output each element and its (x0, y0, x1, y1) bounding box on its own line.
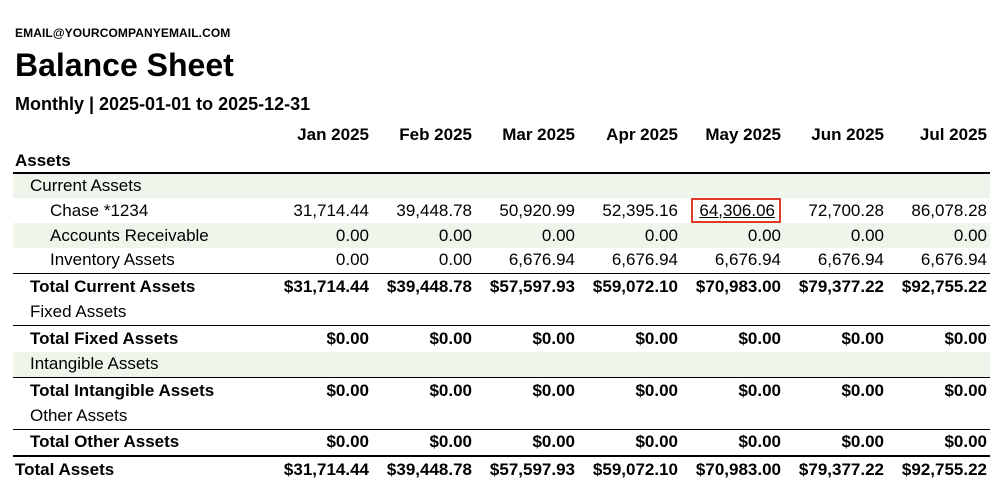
total-label: Total Fixed Assets (13, 324, 269, 352)
intangible-assets-group-row: Intangible Assets (13, 352, 990, 377)
header-spacer (13, 121, 269, 149)
total-other-assets-row: Total Other Assets $0.00 $0.00 $0.00 $0.… (13, 428, 990, 456)
highlighted-amount-link[interactable]: 64,306.06 (691, 197, 781, 223)
grand-total-label: Total Assets (13, 455, 269, 483)
total-amount: $0.00 (475, 376, 578, 404)
assets-section-heading: Assets (13, 149, 990, 174)
total-amount: $0.00 (784, 428, 887, 456)
grand-total-amount: $70,983.00 (681, 455, 784, 483)
total-amount: $39,448.78 (372, 272, 475, 300)
amount-cell[interactable]: 0.00 (335, 250, 369, 270)
total-label: Total Intangible Assets (13, 376, 269, 404)
amount-cell[interactable]: 6,676.94 (920, 250, 987, 270)
grand-total-amount: $92,755.22 (887, 455, 990, 483)
total-amount: $0.00 (475, 324, 578, 352)
report-period: Monthly | 2025-01-01 to 2025-12-31 (15, 94, 311, 114)
month-header: Feb 2025 (399, 125, 472, 144)
total-amount: $57,597.93 (475, 272, 578, 300)
amount-cell[interactable]: 0.00 (578, 223, 681, 248)
total-amount: $0.00 (269, 428, 372, 456)
company-email: EMAIL@YOURCOMPANYEMAIL.COM (15, 26, 231, 40)
amount-cell[interactable]: 0.00 (784, 223, 887, 248)
total-amount: $31,714.44 (269, 272, 372, 300)
month-header: May 2025 (705, 125, 781, 144)
page-title: Balance Sheet (15, 47, 234, 83)
amount-cell[interactable]: 50,920.99 (499, 200, 575, 220)
month-header: Jul 2025 (919, 125, 987, 144)
amount-cell[interactable]: 39,448.78 (396, 200, 472, 220)
total-amount: $0.00 (372, 324, 475, 352)
month-header: Mar 2025 (502, 125, 575, 144)
amount-cell[interactable]: 6,676.94 (611, 250, 678, 270)
total-intangible-assets-row: Total Intangible Assets $0.00 $0.00 $0.0… (13, 376, 990, 404)
amount-cell[interactable]: 6,676.94 (508, 250, 575, 270)
group-label: Other Assets (30, 406, 128, 426)
amount-cell[interactable]: 0.00 (887, 223, 990, 248)
total-amount: $0.00 (372, 428, 475, 456)
amount-cell[interactable]: 86,078.28 (911, 200, 987, 220)
total-amount: $0.00 (269, 376, 372, 404)
group-label: Intangible Assets (13, 352, 990, 377)
section-label: Assets (13, 149, 990, 174)
total-amount: $79,377.22 (784, 272, 887, 300)
total-amount: $0.00 (681, 428, 784, 456)
amount-cell[interactable]: 52,395.16 (602, 200, 678, 220)
total-amount: $0.00 (269, 324, 372, 352)
total-amount: $0.00 (578, 376, 681, 404)
amount-cell[interactable]: 0.00 (269, 223, 372, 248)
current-assets-group-row: Current Assets (13, 173, 990, 198)
amount-cell[interactable]: 0.00 (475, 223, 578, 248)
account-label: Accounts Receivable (13, 223, 269, 248)
total-amount: $0.00 (681, 376, 784, 404)
amount-cell[interactable]: 31,714.44 (293, 200, 369, 220)
grand-total-amount: $57,597.93 (475, 455, 578, 483)
fixed-assets-group-row: Fixed Assets (13, 300, 990, 325)
month-header-row: Jan 2025 Feb 2025 Mar 2025 Apr 2025 May … (13, 121, 990, 149)
grand-total-amount: $79,377.22 (784, 455, 887, 483)
account-row-chase: Chase *1234 31,714.44 39,448.78 50,920.9… (13, 197, 990, 223)
total-amount: $0.00 (784, 376, 887, 404)
grand-total-amount: $39,448.78 (372, 455, 475, 483)
amount-cell[interactable]: 0.00 (438, 250, 472, 270)
total-current-assets-row: Total Current Assets $31,714.44 $39,448.… (13, 272, 990, 300)
total-amount: $0.00 (578, 324, 681, 352)
grand-total-amount: $31,714.44 (269, 455, 372, 483)
other-assets-group-row: Other Assets (13, 404, 990, 429)
total-amount: $0.00 (784, 324, 887, 352)
month-header: Apr 2025 (606, 125, 678, 144)
total-label: Total Other Assets (13, 428, 269, 456)
amount-cell[interactable]: 0.00 (681, 223, 784, 248)
total-assets-row: Total Assets $31,714.44 $39,448.78 $57,5… (13, 455, 990, 483)
month-header: Jan 2025 (297, 125, 369, 144)
balance-sheet-table: Jan 2025 Feb 2025 Mar 2025 Apr 2025 May … (13, 121, 990, 483)
total-amount: $0.00 (681, 324, 784, 352)
total-fixed-assets-row: Total Fixed Assets $0.00 $0.00 $0.00 $0.… (13, 324, 990, 352)
total-amount: $0.00 (578, 428, 681, 456)
total-amount: $0.00 (887, 324, 990, 352)
highlighted-amount-cell[interactable]: 64,306.06 (681, 197, 784, 223)
account-row-accounts-receivable: Accounts Receivable 0.00 0.00 0.00 0.00 … (13, 223, 990, 248)
total-amount: $59,072.10 (578, 272, 681, 300)
amount-cell[interactable]: 6,676.94 (817, 250, 884, 270)
amount-cell[interactable]: 0.00 (372, 223, 475, 248)
total-amount: $70,983.00 (681, 272, 784, 300)
grand-total-amount: $59,072.10 (578, 455, 681, 483)
total-amount: $0.00 (887, 376, 990, 404)
total-amount: $0.00 (475, 428, 578, 456)
total-amount: $0.00 (887, 428, 990, 456)
account-label: Inventory Assets (50, 250, 175, 270)
total-label: Total Current Assets (13, 272, 269, 300)
group-label: Current Assets (13, 173, 990, 198)
account-label: Chase *1234 (50, 200, 149, 220)
total-amount: $92,755.22 (887, 272, 990, 300)
total-amount: $0.00 (372, 376, 475, 404)
amount-cell[interactable]: 6,676.94 (714, 250, 781, 270)
month-header: Jun 2025 (811, 125, 884, 144)
amount-cell[interactable]: 72,700.28 (808, 200, 884, 220)
group-label: Fixed Assets (30, 302, 127, 322)
account-row-inventory-assets: Inventory Assets 0.00 0.00 6,676.94 6,67… (13, 248, 990, 273)
